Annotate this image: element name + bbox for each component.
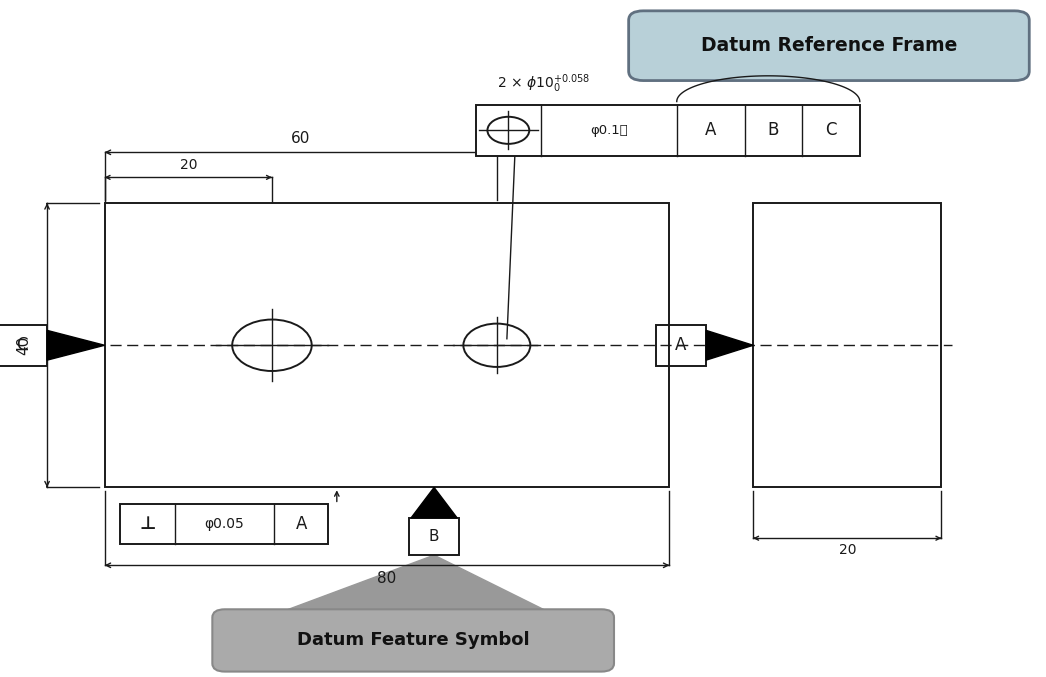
Text: 60: 60 xyxy=(291,131,311,146)
Text: 40: 40 xyxy=(17,336,31,355)
Polygon shape xyxy=(47,330,105,360)
Text: C: C xyxy=(17,336,27,354)
FancyBboxPatch shape xyxy=(629,11,1029,81)
Text: 80: 80 xyxy=(378,571,396,586)
Text: A: A xyxy=(296,515,306,533)
FancyBboxPatch shape xyxy=(212,609,614,672)
Text: B: B xyxy=(429,529,439,544)
Text: φ0.1Ⓜ: φ0.1Ⓜ xyxy=(590,124,628,137)
Text: ⊥: ⊥ xyxy=(139,515,156,533)
Text: A: A xyxy=(676,336,686,354)
Bar xyxy=(753,203,941,487)
Polygon shape xyxy=(267,555,560,617)
Bar xyxy=(0,325,47,366)
Bar xyxy=(476,105,860,156)
Bar xyxy=(105,203,669,487)
Polygon shape xyxy=(706,330,753,360)
Polygon shape xyxy=(411,487,457,518)
Text: 20: 20 xyxy=(180,158,197,172)
Text: C: C xyxy=(825,121,837,139)
Bar xyxy=(656,325,706,366)
Text: Datum Feature Symbol: Datum Feature Symbol xyxy=(297,632,529,649)
Text: 2 × $\phi$10$^{+0.058}_{0}$: 2 × $\phi$10$^{+0.058}_{0}$ xyxy=(497,72,590,95)
Text: Datum Reference Frame: Datum Reference Frame xyxy=(701,36,957,56)
Text: B: B xyxy=(768,121,779,139)
Text: φ0.05: φ0.05 xyxy=(204,517,245,531)
Text: A: A xyxy=(705,121,717,139)
Text: 20: 20 xyxy=(839,544,856,557)
Bar xyxy=(120,504,328,544)
Bar xyxy=(409,518,459,555)
